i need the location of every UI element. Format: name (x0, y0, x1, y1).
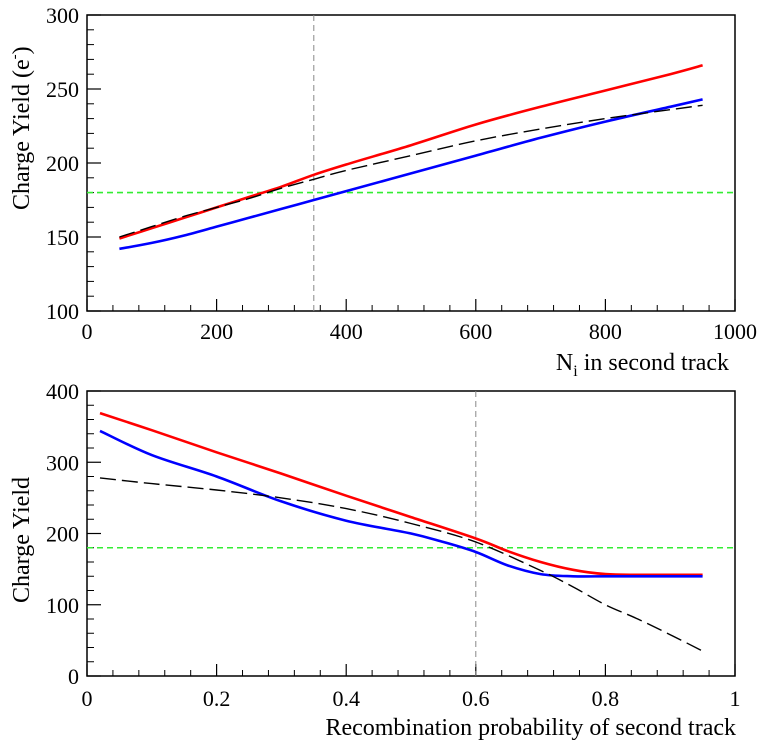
bottom-y-axis-title: Charge Yield (9, 477, 35, 603)
top-ticks (86, 14, 736, 312)
y-tick-label: 300 (46, 3, 79, 28)
top-panel: 0 200 400 600 800 1000 100 150 200 250 300 Ni in … (7, 3, 757, 380)
y-tick-label: 0 (68, 664, 79, 689)
bottom-reference-lines (87, 391, 735, 676)
y-tick-label: 250 (46, 77, 79, 102)
x-tick-label: 0.2 (203, 686, 231, 711)
top-series (119, 64, 703, 251)
y-tick-label: 300 (46, 450, 79, 475)
y-tick-label: 100 (46, 593, 79, 618)
x-tick-label: 0.4 (332, 686, 360, 711)
top-x-tick-labels: 0 200 400 600 800 1000 (82, 319, 758, 344)
series-line-red (99, 411, 703, 577)
top-x-axis-title: Ni in second track (556, 350, 729, 380)
series-line-blue (99, 429, 703, 578)
y-tick-label: 200 (46, 522, 79, 547)
x-tick-label: 0 (82, 686, 93, 711)
x-tick-label: 400 (330, 319, 363, 344)
y-tick-label: 400 (46, 379, 79, 404)
bottom-y-tick-labels: 0 100 200 300 400 (46, 379, 79, 689)
x-tick-label: 0.8 (592, 686, 620, 711)
series-line-black-dashed (99, 477, 703, 652)
x-tick-label: 800 (589, 319, 622, 344)
y-tick-label: 100 (46, 299, 79, 324)
bottom-x-tick-labels: 0 0.2 0.4 0.6 0.8 1 (82, 686, 741, 711)
bottom-x-axis-title: Recombination probability of second trac… (325, 715, 736, 741)
series-line-blue (119, 98, 703, 251)
x-tick-label: 1 (730, 686, 741, 711)
x-tick-label: 0.6 (462, 686, 490, 711)
series-line-black-dashed (119, 104, 703, 238)
bottom-series (99, 411, 703, 652)
x-tick-label: 600 (459, 319, 492, 344)
top-y-axis-title: Charge Yield (e-) (7, 46, 35, 210)
series-line-red (119, 64, 703, 240)
top-reference-lines (87, 15, 735, 311)
x-tick-label: 1000 (713, 319, 757, 344)
bottom-panel: 0 0.2 0.4 0.6 0.8 1 0 100 200 300 400 Recombinati… (9, 379, 741, 741)
x-tick-label: 0 (82, 319, 93, 344)
top-y-tick-labels: 100 150 200 250 300 (46, 3, 79, 324)
y-tick-label: 200 (46, 151, 79, 176)
x-tick-label: 200 (200, 319, 233, 344)
top-plot-frame (86, 14, 736, 312)
y-tick-label: 150 (46, 225, 79, 250)
